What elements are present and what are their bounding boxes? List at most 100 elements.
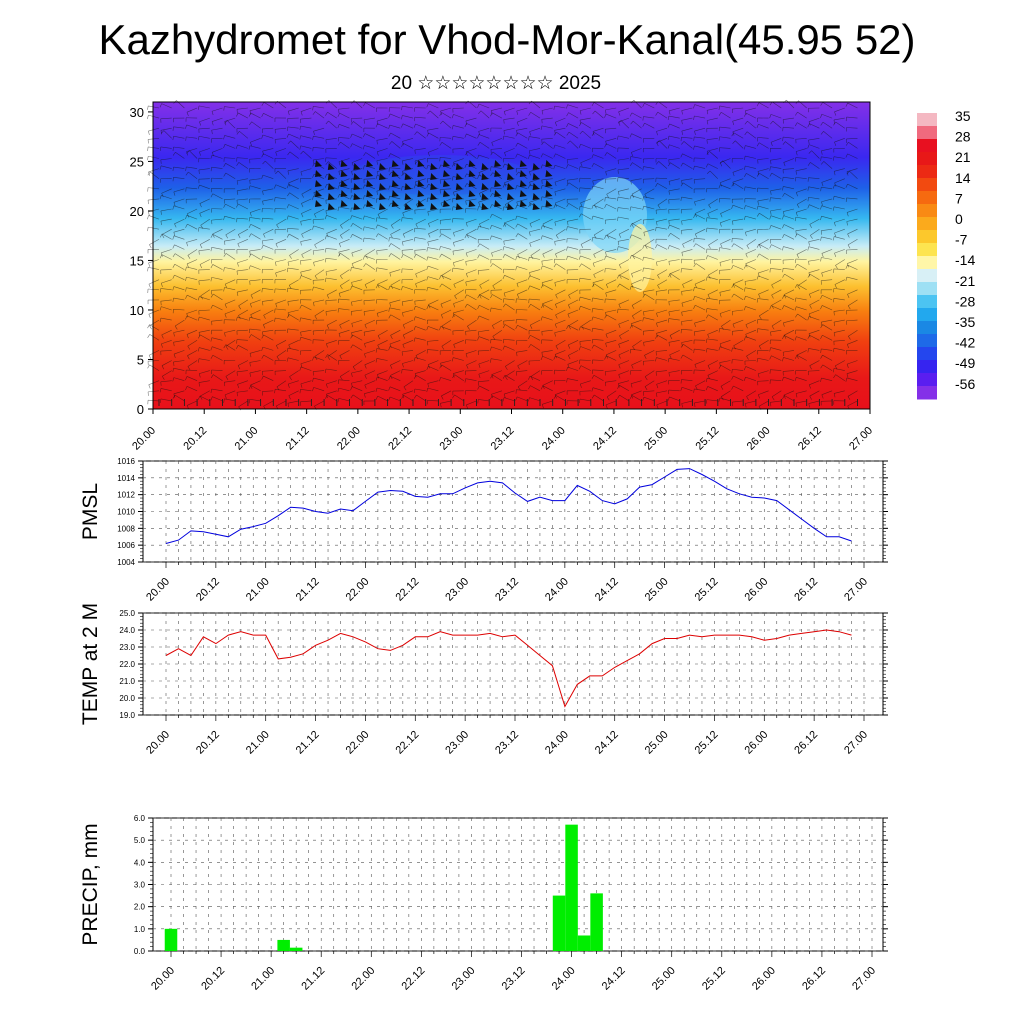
wind-barb [833,268,845,270]
wind-barb [238,299,249,307]
wind-barb [427,380,439,384]
wind-barb [186,309,198,314]
wind-barb-flag [517,294,520,299]
wind-barb-flag [401,143,404,148]
wind-barb-flag [529,243,532,247]
wind-barb [847,264,858,270]
wind-barb [186,287,198,291]
wind-barb [529,375,541,381]
wind-barb-flag [312,356,315,361]
wind-barb-flag [629,255,632,260]
wind-barb [441,364,452,371]
x-tick-label: 21.12 [299,965,327,993]
wind-barb [415,305,426,311]
wind-barb-flag [705,163,709,168]
wind-barb-flag [351,372,353,377]
wind-barb-flag [718,397,721,402]
wind-barb-flag [388,386,391,391]
wind-barb [174,244,185,250]
wind-barb-flag [172,136,174,141]
wind-barb-flag [426,165,429,170]
wind-barb [465,198,477,202]
wind-barb [554,105,566,109]
wind-barb [695,380,706,387]
wind-barb-flag [172,274,175,279]
wind-barb-flag [821,253,824,258]
wind-barb [681,386,693,392]
wind-barb-flag [301,233,304,238]
wind-barb [694,145,706,149]
x-tick-label: 25.00 [643,729,671,757]
wind-barb [745,145,756,149]
y-tick-label: 1014 [117,474,135,483]
wind-barb-flag [581,325,585,330]
wind-barb-flag [528,136,530,141]
wind-barb-flag [159,254,163,259]
wind-barb-flag [427,152,430,157]
wind-barb [744,279,756,282]
wind-barb-flag [186,112,189,117]
wind-barb-flag [617,241,620,246]
x-tick-label: 26.00 [745,425,773,453]
wind-barb [200,218,210,226]
wind-barb [428,103,439,109]
wind-barb [363,237,375,240]
wind-barb [427,239,439,243]
wind-barb [186,376,198,381]
wind-barb [643,196,655,200]
wind-barb [771,279,782,286]
wind-barb-flag [707,334,710,339]
wind-barb [823,131,833,139]
wind-barb [643,309,655,312]
wind-barb [326,390,337,395]
jet-arrow [545,200,553,207]
wind-barb [746,173,757,179]
wind-barb [516,117,528,123]
wind-barb-flag [528,285,531,290]
wind-barb [758,289,769,295]
wind-barb-flag [453,284,456,289]
wind-barb [505,360,515,367]
wind-barb-flag [694,284,697,288]
wind-barb [694,104,706,109]
wind-barb-flag [489,225,492,230]
wind-barb [415,357,426,361]
wind-barb [579,359,591,361]
wind-barb-flag [782,352,785,357]
wind-barb [618,380,629,384]
wind-barb-flag [339,243,342,248]
wind-barb-flag [807,144,810,149]
wind-barb [733,340,744,346]
wind-barb [275,308,287,311]
wind-barb [352,334,363,341]
wind-barb [694,286,706,291]
wind-barb [745,249,757,255]
wind-barb [694,295,706,301]
wind-barb [378,233,388,240]
wind-barb [530,370,541,377]
wind-barb-flag [695,385,698,390]
wind-barb [605,370,617,372]
wind-barb [389,307,401,311]
wind-barb-flag [605,171,607,176]
wind-barb [657,111,668,119]
wind-barb [834,178,845,184]
wind-barb [668,389,680,392]
jet-arrow [507,183,514,190]
wind-barb [225,163,236,169]
wind-barb [326,235,337,240]
wind-barb-flag [276,224,279,229]
wind-barb-flag [847,305,851,310]
wind-barb-flag [530,255,534,260]
wind-barb [770,379,782,381]
wind-barb-flag [567,140,571,144]
wind-barb-flag [605,382,607,387]
wind-barb [706,187,718,190]
wind-barb-flag [553,204,556,209]
wind-barb-flag [388,237,390,242]
wind-barb [846,208,858,213]
wind-barb-flag [413,316,416,321]
wind-barb [441,309,452,316]
wind-barb [211,117,223,122]
wind-barb [656,309,668,314]
